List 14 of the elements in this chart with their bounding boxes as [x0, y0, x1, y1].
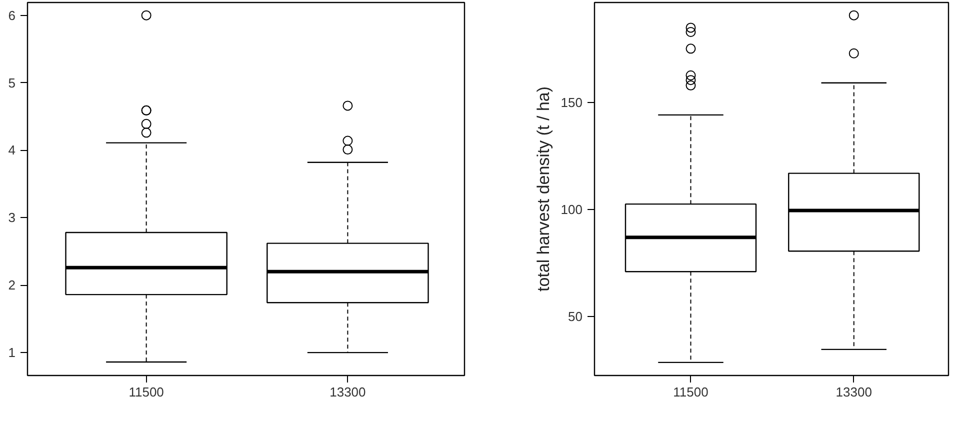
y-tick-label: 150 [560, 95, 583, 110]
y-tick-label: 5 [8, 75, 16, 90]
y-tick-label: 1 [8, 345, 16, 360]
y-tick-label: 6 [8, 8, 16, 23]
y-tick-label: 50 [568, 308, 583, 324]
y-tick-label: 2 [8, 278, 16, 293]
y-tick-label: 100 [560, 202, 583, 217]
y-axis-title: total harvest density (t / ha) [534, 86, 553, 292]
x-tick-label: 13300 [836, 384, 872, 400]
y-tick-label: 4 [8, 142, 16, 158]
x-tick-label: 11500 [673, 384, 708, 400]
y-tick-label: 3 [8, 210, 16, 226]
x-tick-label: 11500 [128, 384, 164, 400]
x-tick-label: 13300 [330, 384, 366, 400]
